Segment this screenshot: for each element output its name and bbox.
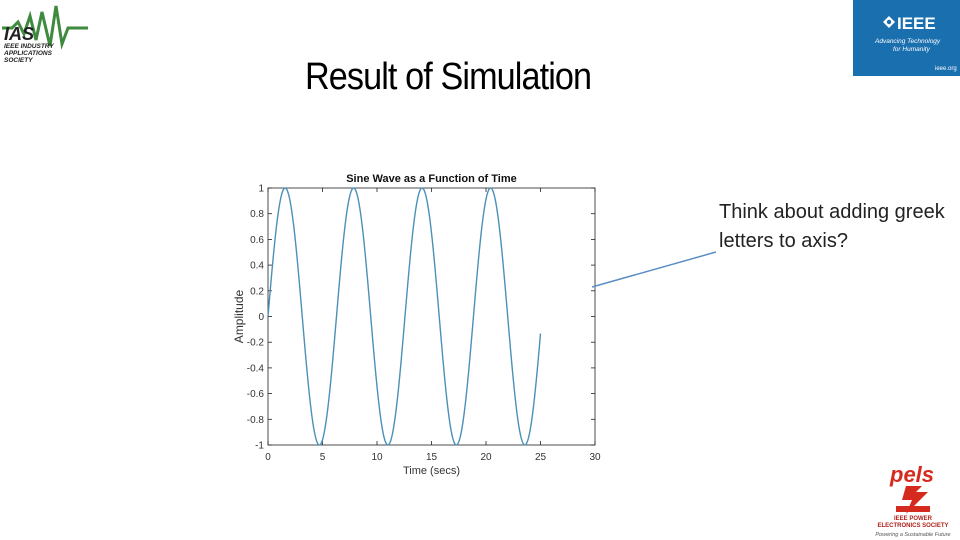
sine-series-line [267,187,542,446]
pels-logo: pels IEEE POWER ELECTRONICS SOCIETY Powe… [875,462,950,538]
chart-axes [267,187,596,446]
y-axis-label: Amplitude [232,290,246,344]
x-tick-label: 25 [535,452,547,463]
y-tick-label: -0.2 [247,338,265,349]
x-tick-label: 0 [265,452,271,463]
ieee-logo: IEEE Advancing Technology for Humanity i… [853,0,960,76]
pels-logo-text: pels [889,462,934,487]
x-axis-label: Time (secs) [403,465,460,477]
ieee-diamond-icon [883,16,895,28]
ias-logo: IAS IEEE INDUSTRY APPLICATIONS SOCIETY [2,5,88,64]
x-tick-label: 15 [426,452,438,463]
y-tick-label: -0.8 [247,415,265,426]
slide-title: Result of Simulation [305,56,592,98]
chart-title: Sine Wave as a Function of Time [346,173,517,185]
y-tick-label: 0.6 [250,235,264,246]
y-tick-label: 0.8 [250,209,264,220]
y-tick-label: 0 [258,312,264,323]
ias-logo-text: IAS [4,24,34,44]
pels-tagline: Powering a Sustainable Future [875,532,950,538]
x-tick-label: 20 [480,452,492,463]
x-tick-label: 30 [589,452,601,463]
chart-labels: 0 5 10 15 20 25 30 1 0.8 0.6 0.4 0.2 0 -0.2 -0.4 -0.6 -0… [232,173,601,477]
x-tick-label: 5 [320,452,326,463]
pels-sub-2: ELECTRONICS SOCIETY [877,523,948,529]
y-tick-label: -0.6 [247,389,265,400]
y-tick-label: 1 [258,184,264,195]
callout-text: Think about adding greek letters to axis… [719,201,945,252]
ias-logo-sub-2: APPLICATIONS [3,50,53,57]
chart-series [267,187,542,446]
ias-logo-sub-1: IEEE INDUSTRY [4,43,54,50]
y-tick-label: -0.4 [247,363,265,374]
y-tick-label: -1 [255,441,264,452]
ieee-tagline-2: for Humanity [893,46,930,53]
pels-tower-icon [896,486,930,514]
y-tick-label: 0.2 [250,286,264,297]
ieee-logo-text: IEEE [897,14,936,33]
callout-arrow [591,251,717,288]
plot-box [267,187,596,446]
pels-sub-1: IEEE POWER [894,516,933,522]
ias-logo-sub-3: SOCIETY [4,57,33,64]
y-tick-label: 0.4 [250,261,264,272]
ieee-url: ieee.org [935,66,957,72]
x-tick-label: 10 [371,452,383,463]
ieee-tagline-1: Advancing Technology [875,38,941,45]
ias-wave-icon [2,5,88,50]
